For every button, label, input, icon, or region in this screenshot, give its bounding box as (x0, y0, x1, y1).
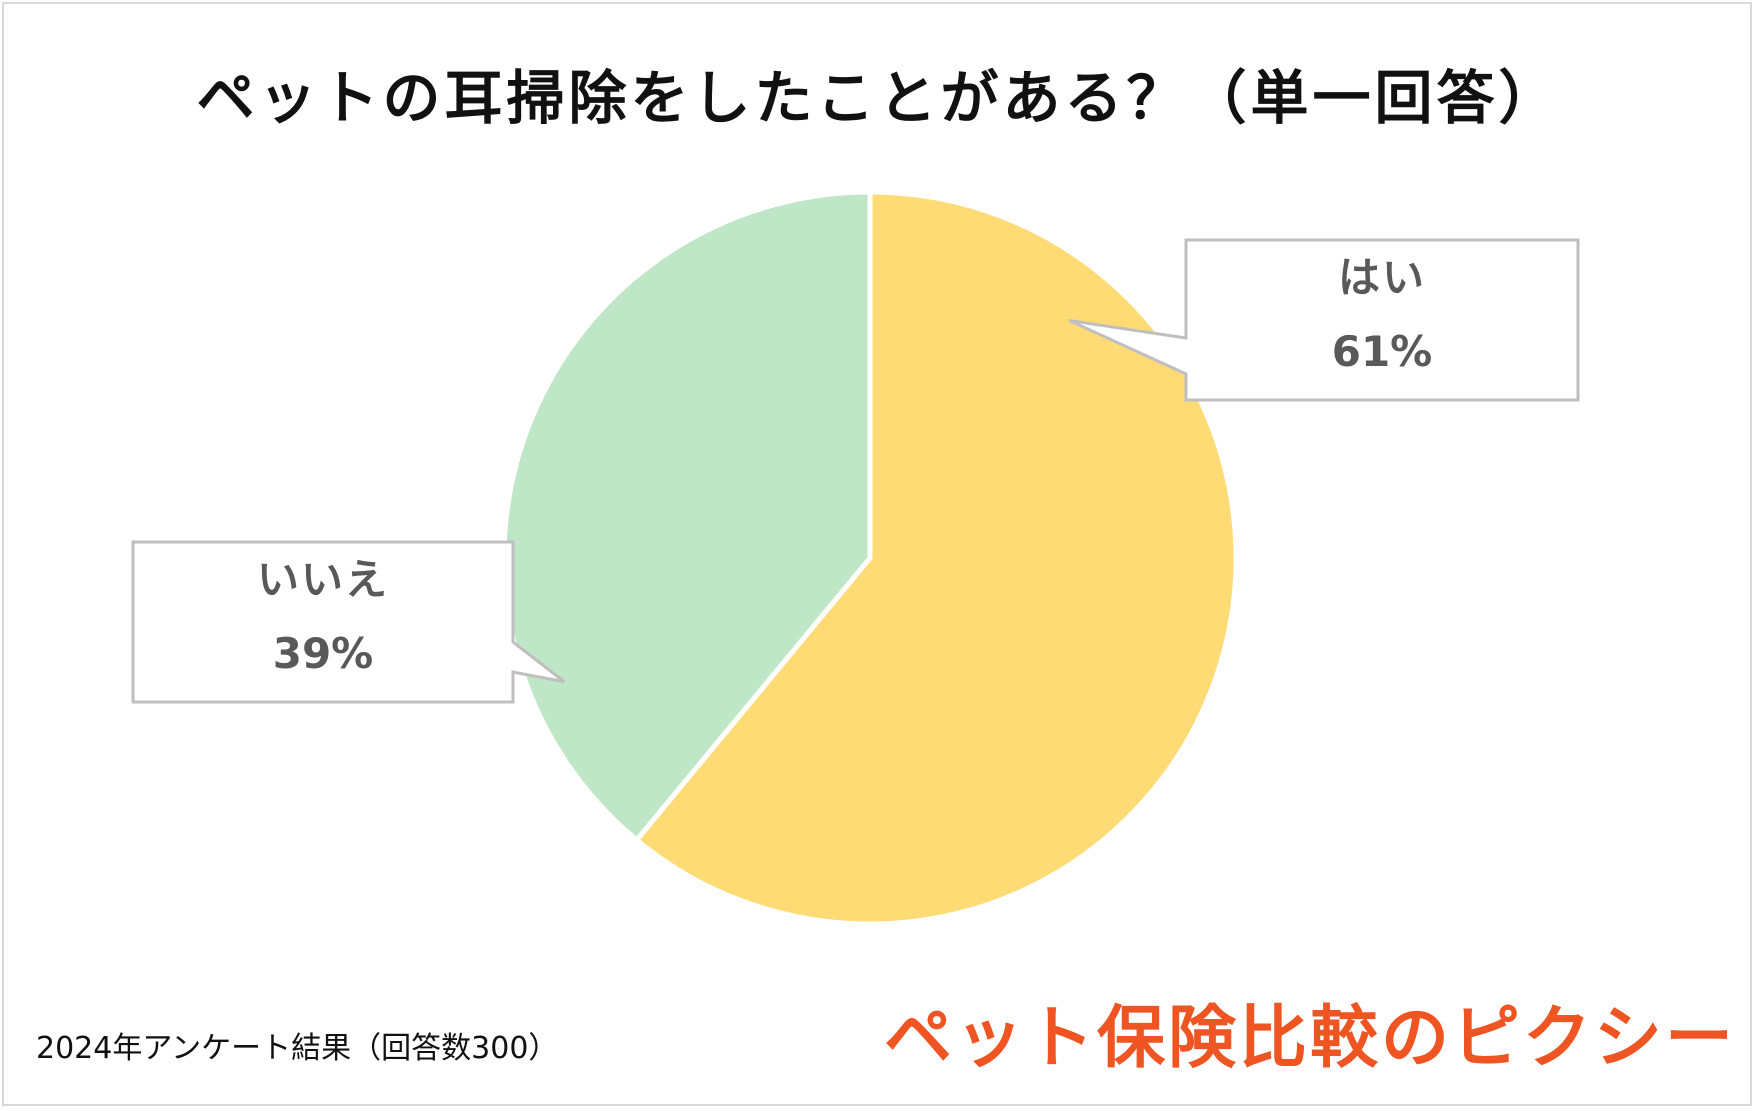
slice-label-iie: いいえ (256, 555, 389, 604)
pie-slice-1 (501, 189, 873, 843)
callout-box-1 (131, 540, 565, 704)
survey-footnote: 2024年アンケート結果（回答数300） (36, 1031, 559, 1066)
pie-slice-0 (634, 189, 1239, 927)
callout-hai: はい 61% (1186, 248, 1578, 408)
slice-value-hai: 61% (1331, 327, 1433, 376)
callout-iie: いいえ 39% (133, 550, 513, 710)
slice-label-hai: はい (1337, 253, 1426, 302)
callout-box-0 (1068, 238, 1580, 402)
brand-logo-text: ペット保険比較のピクシー (884, 999, 1737, 1078)
pie-slices (501, 189, 1239, 927)
slice-value-iie: 39% (272, 629, 374, 678)
chart-title: ペットの耳掃除をしたことがある？（単一回答） (196, 64, 1561, 132)
pie-callouts (131, 238, 1580, 704)
